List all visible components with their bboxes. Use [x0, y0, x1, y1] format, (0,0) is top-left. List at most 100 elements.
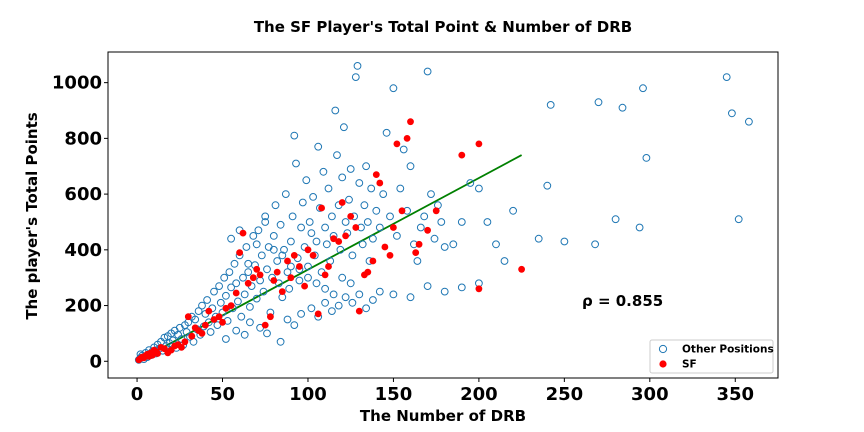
sf-point: [318, 204, 325, 212]
other-position-point: [225, 268, 234, 277]
other-position-point: [336, 245, 345, 254]
other-position-point: [372, 206, 381, 215]
chart-title: The SF Player's Total Point & Number of …: [254, 18, 632, 36]
other-position-point: [420, 212, 429, 221]
other-position-point: [302, 176, 311, 185]
other-position-point: [375, 223, 384, 232]
sf-point: [227, 302, 235, 309]
sf-point: [270, 277, 278, 284]
regression-line: [136, 154, 523, 363]
sf-point: [342, 232, 349, 240]
other-position-point: [278, 251, 287, 260]
other-position-point: [304, 262, 312, 271]
other-position-point: [269, 232, 278, 240]
other-position-point: [351, 73, 360, 81]
other-position-point: [215, 282, 224, 291]
other-position-point: [290, 321, 299, 330]
sf-point: [301, 282, 308, 290]
other-position-point: [321, 298, 330, 307]
sf-point: [188, 332, 196, 340]
x-axis-label: The Number of DRB: [360, 407, 526, 425]
sf-point: [290, 252, 298, 259]
other-position-point: [322, 240, 331, 249]
x-tick-label: 0: [131, 384, 144, 405]
other-position-point: [475, 184, 483, 193]
sf-point: [304, 246, 312, 254]
other-position-point: [232, 279, 241, 288]
sf-point: [381, 243, 389, 251]
sf-point: [369, 257, 377, 265]
other-position-point: [362, 162, 371, 171]
y-tick-label: 400: [64, 240, 102, 261]
sf-point: [181, 338, 189, 346]
legend-marker-sf: [659, 360, 667, 368]
sf-point: [267, 313, 274, 321]
other-position-point: [635, 223, 644, 232]
sf-point: [376, 179, 384, 187]
other-position-point: [728, 109, 736, 118]
other-position-point: [240, 330, 249, 339]
other-position-point: [492, 240, 500, 249]
other-position-point: [160, 333, 169, 342]
other-position-point: [594, 98, 603, 107]
other-position-point: [406, 293, 415, 302]
other-position-point: [271, 201, 280, 210]
sf-point: [178, 344, 185, 351]
other-position-point: [341, 293, 350, 302]
y-tick-label: 600: [64, 184, 102, 205]
other-position-point: [338, 273, 347, 282]
sf-point: [261, 321, 269, 329]
other-position-point: [276, 220, 285, 229]
other-position-point: [328, 212, 336, 221]
sf-point: [309, 252, 317, 259]
other-position-point: [314, 142, 323, 151]
other-position-point: [216, 298, 225, 307]
other-position-point: [369, 234, 377, 243]
legend-label-other: Other Positions: [682, 344, 774, 356]
sf-point: [338, 199, 346, 206]
other-position-point: [285, 284, 294, 293]
other-position-point: [307, 229, 316, 238]
y-axis-ticks: 0 200 400 600 800 1000: [52, 73, 108, 372]
other-position-point: [230, 259, 239, 268]
sf-point: [232, 289, 240, 297]
x-tick-label: 300: [631, 384, 669, 405]
sf-point: [398, 207, 406, 215]
sf-point: [407, 118, 414, 126]
other-position-point: [304, 273, 312, 282]
sf-point: [284, 257, 291, 265]
sf-point: [393, 140, 401, 148]
other-position-point: [234, 297, 242, 306]
sf-point: [330, 235, 337, 243]
other-position-point: [261, 218, 270, 226]
sf-point: [364, 268, 372, 276]
other-position-point: [389, 290, 398, 299]
other-position-point: [355, 290, 364, 299]
other-position-point: [191, 315, 200, 324]
other-position-point: [440, 287, 449, 296]
sf-point: [355, 307, 363, 315]
other-position-point: [722, 73, 731, 81]
sf-point: [518, 265, 525, 273]
x-tick-label: 350: [716, 384, 754, 405]
other-position-point: [283, 315, 292, 324]
other-position-point: [406, 162, 415, 171]
other-position-point: [246, 318, 254, 327]
legend-label-sf: SF: [682, 359, 697, 371]
other-position-point: [618, 103, 627, 112]
sf-point: [154, 350, 162, 357]
sf-point: [198, 330, 206, 337]
other-position-point: [254, 226, 263, 235]
other-position-point: [423, 67, 432, 76]
other-position-point: [483, 218, 492, 226]
y-tick-label: 1000: [52, 73, 102, 94]
sf-point: [219, 318, 226, 326]
sf-point: [296, 263, 303, 270]
sf-point: [321, 271, 329, 279]
other-position-point: [252, 294, 261, 303]
sf-point: [458, 151, 466, 159]
other-position-point: [363, 218, 372, 226]
other-position-point: [240, 290, 249, 299]
other-position-point: [353, 62, 362, 70]
